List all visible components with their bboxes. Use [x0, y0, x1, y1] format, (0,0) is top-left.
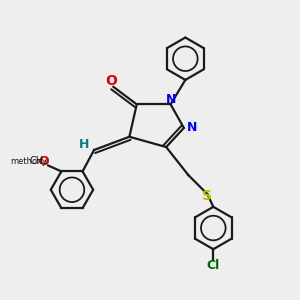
Text: H: H [79, 138, 89, 151]
Text: S: S [202, 189, 212, 202]
Text: CH₃: CH₃ [30, 156, 48, 166]
Text: methoxy: methoxy [10, 157, 47, 166]
Text: O: O [105, 74, 117, 88]
Text: N: N [187, 122, 197, 134]
Text: O: O [38, 154, 49, 168]
Text: Cl: Cl [207, 259, 220, 272]
Text: N: N [166, 93, 176, 106]
